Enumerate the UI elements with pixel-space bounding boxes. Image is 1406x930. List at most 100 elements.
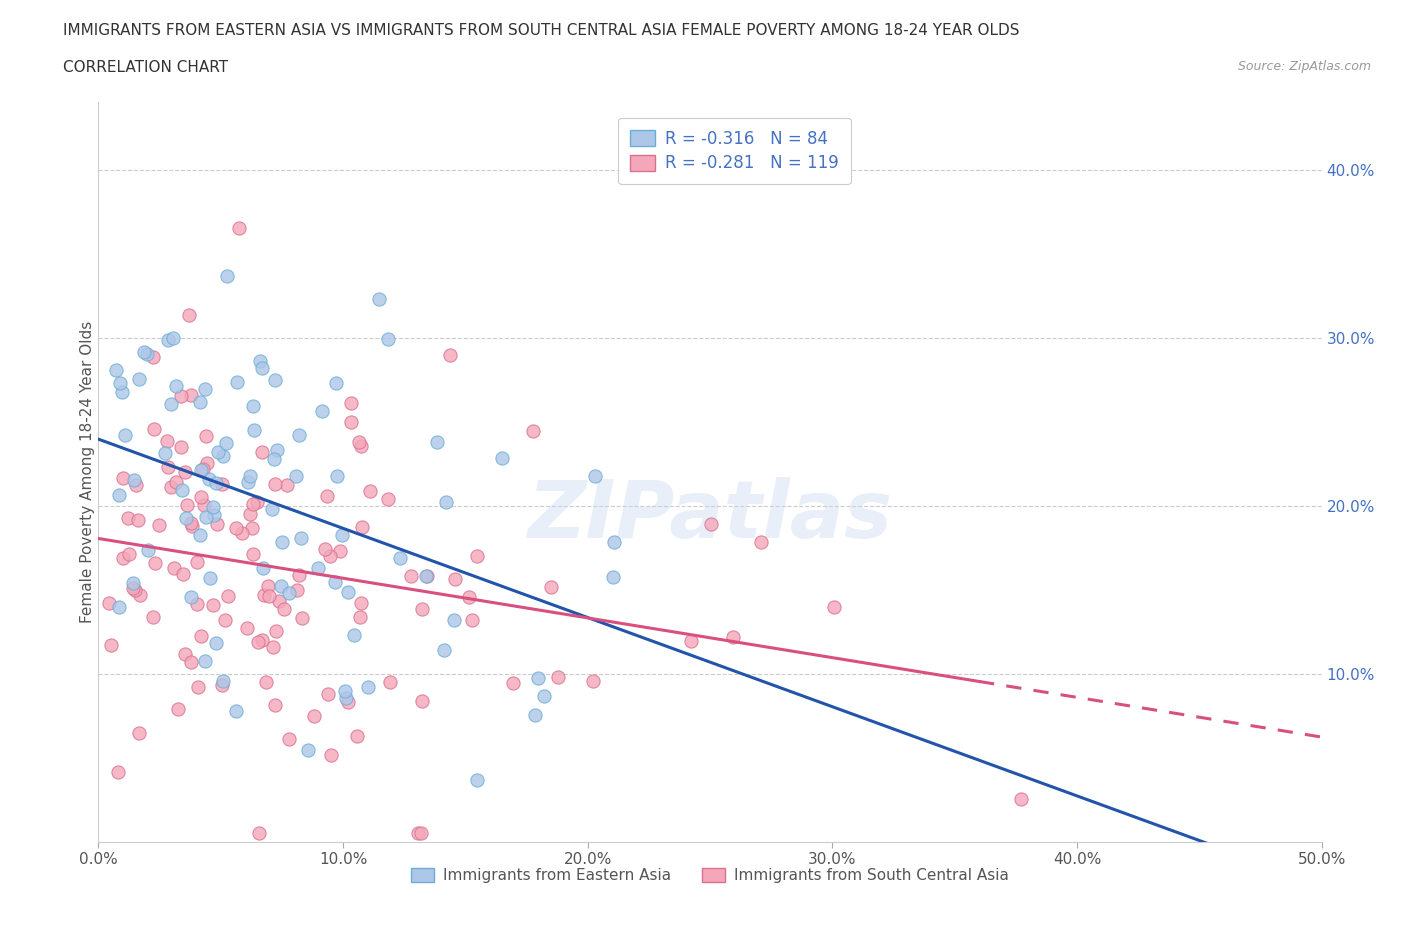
Point (325, 376, 347, 391)
Point (522, 423, 544, 438)
Point (350, 596, 373, 611)
Point (128, 725, 150, 740)
Point (247, 826, 270, 841)
Point (173, 646, 195, 661)
Point (335, 690, 357, 705)
Point (212, 449, 235, 464)
Point (409, 826, 432, 841)
Point (107, 765, 129, 780)
Point (252, 632, 274, 647)
Point (124, 583, 146, 598)
Point (111, 471, 134, 485)
Point (236, 474, 259, 489)
Point (170, 440, 193, 455)
Point (681, 634, 703, 649)
Point (142, 350, 165, 365)
Point (349, 609, 371, 624)
Point (406, 826, 429, 841)
Point (174, 511, 197, 525)
Point (264, 477, 287, 492)
Point (526, 671, 548, 685)
Point (122, 580, 145, 595)
Point (250, 361, 273, 376)
Point (246, 494, 269, 509)
Point (143, 555, 166, 570)
Point (143, 421, 166, 436)
Point (205, 516, 228, 531)
Point (127, 512, 149, 527)
Point (242, 497, 264, 512)
Point (443, 613, 465, 628)
Point (186, 596, 208, 611)
Point (195, 455, 218, 470)
Point (318, 687, 340, 702)
Point (270, 578, 292, 593)
Point (461, 613, 484, 628)
Point (267, 593, 290, 608)
Point (252, 561, 274, 576)
Point (108, 600, 131, 615)
Point (502, 675, 524, 690)
Point (202, 597, 225, 612)
Point (165, 474, 187, 489)
Point (602, 569, 624, 584)
Point (163, 560, 186, 575)
Point (172, 566, 194, 581)
Point (156, 460, 179, 475)
Point (228, 221, 250, 236)
Point (377, 491, 399, 506)
Point (326, 469, 349, 484)
Point (225, 521, 247, 536)
Point (260, 501, 283, 516)
Point (215, 436, 238, 451)
Point (117, 511, 139, 525)
Point (357, 680, 380, 695)
Point (284, 469, 307, 484)
Point (278, 586, 301, 601)
Point (190, 489, 212, 504)
Point (166, 702, 188, 717)
Point (160, 480, 183, 495)
Point (359, 484, 381, 498)
Point (134, 344, 156, 359)
Point (239, 506, 262, 521)
Point (433, 643, 456, 658)
Point (252, 588, 274, 603)
Point (180, 590, 202, 604)
Point (346, 729, 368, 744)
Point (243, 423, 266, 438)
Point (249, 353, 271, 368)
Point (823, 599, 845, 614)
Point (257, 588, 280, 603)
Point (172, 482, 194, 497)
Legend: Immigrants from Eastern Asia, Immigrants from South Central Asia: Immigrants from Eastern Asia, Immigrants… (405, 862, 1015, 889)
Point (347, 435, 370, 450)
Point (242, 399, 264, 414)
Point (198, 472, 221, 486)
Point (411, 602, 433, 617)
Point (416, 568, 439, 583)
Point (239, 468, 262, 483)
Point (247, 634, 270, 649)
Point (276, 478, 298, 493)
Point (186, 554, 208, 569)
Point (191, 462, 214, 477)
Point (202, 499, 225, 514)
Point (212, 673, 235, 688)
Point (135, 347, 157, 362)
Point (368, 292, 391, 307)
Point (160, 396, 183, 411)
Point (194, 654, 217, 669)
Text: CORRELATION CHART: CORRELATION CHART (63, 60, 228, 75)
Point (111, 385, 134, 400)
Point (195, 510, 218, 525)
Point (304, 708, 326, 723)
Point (399, 569, 422, 584)
Point (98, 596, 121, 611)
Point (128, 372, 150, 387)
Point (214, 612, 236, 627)
Point (465, 772, 488, 787)
Text: Source: ZipAtlas.com: Source: ZipAtlas.com (1237, 60, 1371, 73)
Point (188, 394, 211, 409)
Point (411, 694, 433, 709)
